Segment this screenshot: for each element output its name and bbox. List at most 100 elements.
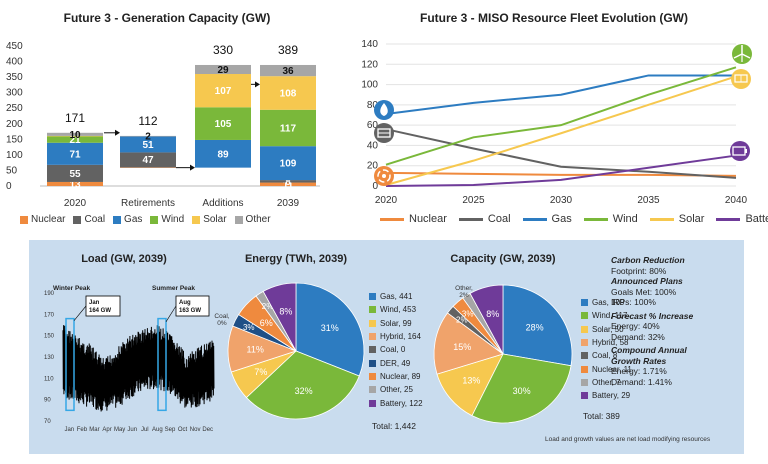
- line-chart-title: Future 3 - MISO Resource Fleet Evolution…: [420, 11, 688, 25]
- coal-icon: [374, 123, 394, 143]
- legend-label: Coal, 0: [380, 345, 406, 355]
- legend-label: Hybrid, 58: [592, 338, 629, 348]
- load-x-tick-label: May: [114, 427, 125, 433]
- bar-segment-other: [260, 64, 316, 77]
- y-tick-label: 40: [367, 140, 379, 151]
- y-tick-label: 150: [6, 134, 23, 145]
- plans-heading: Announced Plans: [611, 276, 683, 286]
- y-tick-label: 80: [367, 100, 379, 111]
- legend-item-battery: Battery: [716, 213, 768, 225]
- legend-swatch: [581, 312, 588, 320]
- load-x-tick-label: Jul: [141, 427, 149, 433]
- legend-item-nuclear: Nuclear: [380, 213, 447, 225]
- legend-swatch: [369, 293, 376, 301]
- line-series-battery: [385, 154, 737, 187]
- load-x-tick-label: Jun: [127, 427, 137, 433]
- y-tick-label: 250: [6, 103, 23, 114]
- legend-item-other: Other, 7: [581, 376, 632, 389]
- legend-label: Battery, 122: [380, 398, 423, 408]
- y-tick-label: 0: [6, 181, 12, 192]
- carbon-heading: Carbon Reduction: [611, 255, 685, 265]
- load-x-tick-label: Dec: [202, 427, 213, 433]
- pie-callout-label: Coal,: [214, 313, 229, 320]
- y-tick-label: 20: [367, 161, 379, 172]
- bar-data-label: 89: [217, 149, 229, 160]
- goals-met: Goals Met: 100%: [611, 286, 677, 297]
- legend-swatch: [522, 217, 547, 221]
- battery-icon: [730, 141, 750, 161]
- x-tick-label: 2020: [64, 198, 87, 209]
- load-y-tick-label: 110: [44, 376, 54, 382]
- legend-label: Coal: [84, 214, 106, 225]
- line-series-coal: [385, 128, 737, 179]
- legend-item-coal: Coal: [73, 214, 105, 225]
- bar-data-label: 47: [142, 155, 154, 166]
- bar-data-label: 71: [69, 149, 81, 160]
- load-chart-title: Load (GW, 2039): [81, 253, 167, 265]
- line-series-wind: [385, 66, 737, 166]
- energy-chart-title: Energy (TWh, 2039): [245, 253, 347, 265]
- load-x-tick-label: Mar: [89, 427, 99, 433]
- y-tick-label: 120: [361, 59, 378, 70]
- pie-slice-battery: [469, 284, 504, 355]
- legend-item-wind: Wind, 117: [581, 309, 632, 322]
- generation-capacity-chart: Future 3 - Generation Capacity (GW) 0 50 1…: [6, 11, 320, 209]
- pie-slice-gas: [295, 282, 365, 377]
- bar-data-label: 105: [215, 119, 232, 130]
- legend-swatch: [581, 352, 588, 360]
- legend-label: Gas: [551, 213, 572, 225]
- legend-item-hybrid: Hybrid, 58: [581, 336, 632, 349]
- legend-label: Solar, 99: [380, 318, 412, 328]
- legend-label: Nuclear, 11: [592, 364, 632, 374]
- cagr-demand: Demand: 1.41%: [611, 376, 672, 387]
- legend-item-solar: Solar, 50: [581, 323, 632, 336]
- summer-peak-month: Aug: [179, 300, 191, 306]
- x-tick-label: 2030: [550, 195, 573, 206]
- footnote: Load and growth values are net load modi…: [545, 436, 711, 443]
- legend-label: Gas, 109: [592, 298, 625, 308]
- legend-swatch: [73, 215, 82, 224]
- energy-legend: Gas, 441 Wind, 453 Solar, 99 Hybrid, 164 Coa…: [369, 290, 423, 410]
- load-x-tick-label: Apr: [102, 427, 111, 433]
- x-tick-label: 2025: [462, 195, 485, 206]
- line-series-solar: [385, 75, 737, 186]
- load-x-tick-label: Feb: [77, 427, 88, 433]
- legend-item-solar: Solar: [649, 213, 704, 225]
- gas-icon: [374, 100, 394, 120]
- x-tick-label: Retirements: [121, 198, 175, 209]
- legend-label: Nuclear, 89: [380, 371, 421, 381]
- legend-label: Wind: [161, 214, 185, 225]
- cagr-heading-2: Growth Rates: [611, 355, 667, 366]
- winter-peak-month: Jan: [89, 300, 100, 306]
- bar-segment-solar: [47, 135, 103, 137]
- legend-swatch: [581, 339, 588, 347]
- pie-data-label: 8%: [279, 306, 292, 316]
- generation-capacity-panel: Future 3 - Generation Capacity (GW) 0 50 1…: [0, 0, 335, 232]
- bar-segment-nuclear: [47, 181, 103, 186]
- legend-item-other: Other, 25: [369, 383, 423, 396]
- arrow-head-icon: [255, 81, 260, 88]
- legend-swatch: [458, 217, 483, 221]
- bar-data-label: 55: [69, 169, 81, 180]
- bar-data-label: 1: [72, 127, 78, 138]
- legend-label: Nuclear: [31, 214, 66, 225]
- bar-data-label: 107: [215, 86, 232, 97]
- bar-segment-solar: [260, 76, 316, 110]
- line-series-gas: [385, 74, 736, 115]
- legend-label: DER, 49: [380, 358, 411, 368]
- legend-swatch: [369, 333, 376, 341]
- load-y-tick-label: 150: [44, 334, 55, 340]
- y-tick-label: 140: [361, 39, 378, 50]
- legend-label: Solar: [203, 214, 227, 225]
- pie-data-label: 3%: [243, 323, 255, 332]
- legend-label: Gas, 441: [380, 292, 413, 302]
- bar-data-label: 0: [145, 128, 151, 139]
- bar-data-label: 2: [145, 132, 151, 143]
- bar-segment-gas: [260, 146, 316, 181]
- legend-item-wind: Wind: [150, 214, 184, 225]
- load-y-tick-label: 170: [44, 312, 55, 318]
- pie-data-label: 2%: [262, 302, 274, 311]
- pie-data-label: 3%: [462, 309, 474, 318]
- load-y-tick-label: 190: [44, 291, 55, 297]
- bar-data-label: 21: [69, 135, 81, 146]
